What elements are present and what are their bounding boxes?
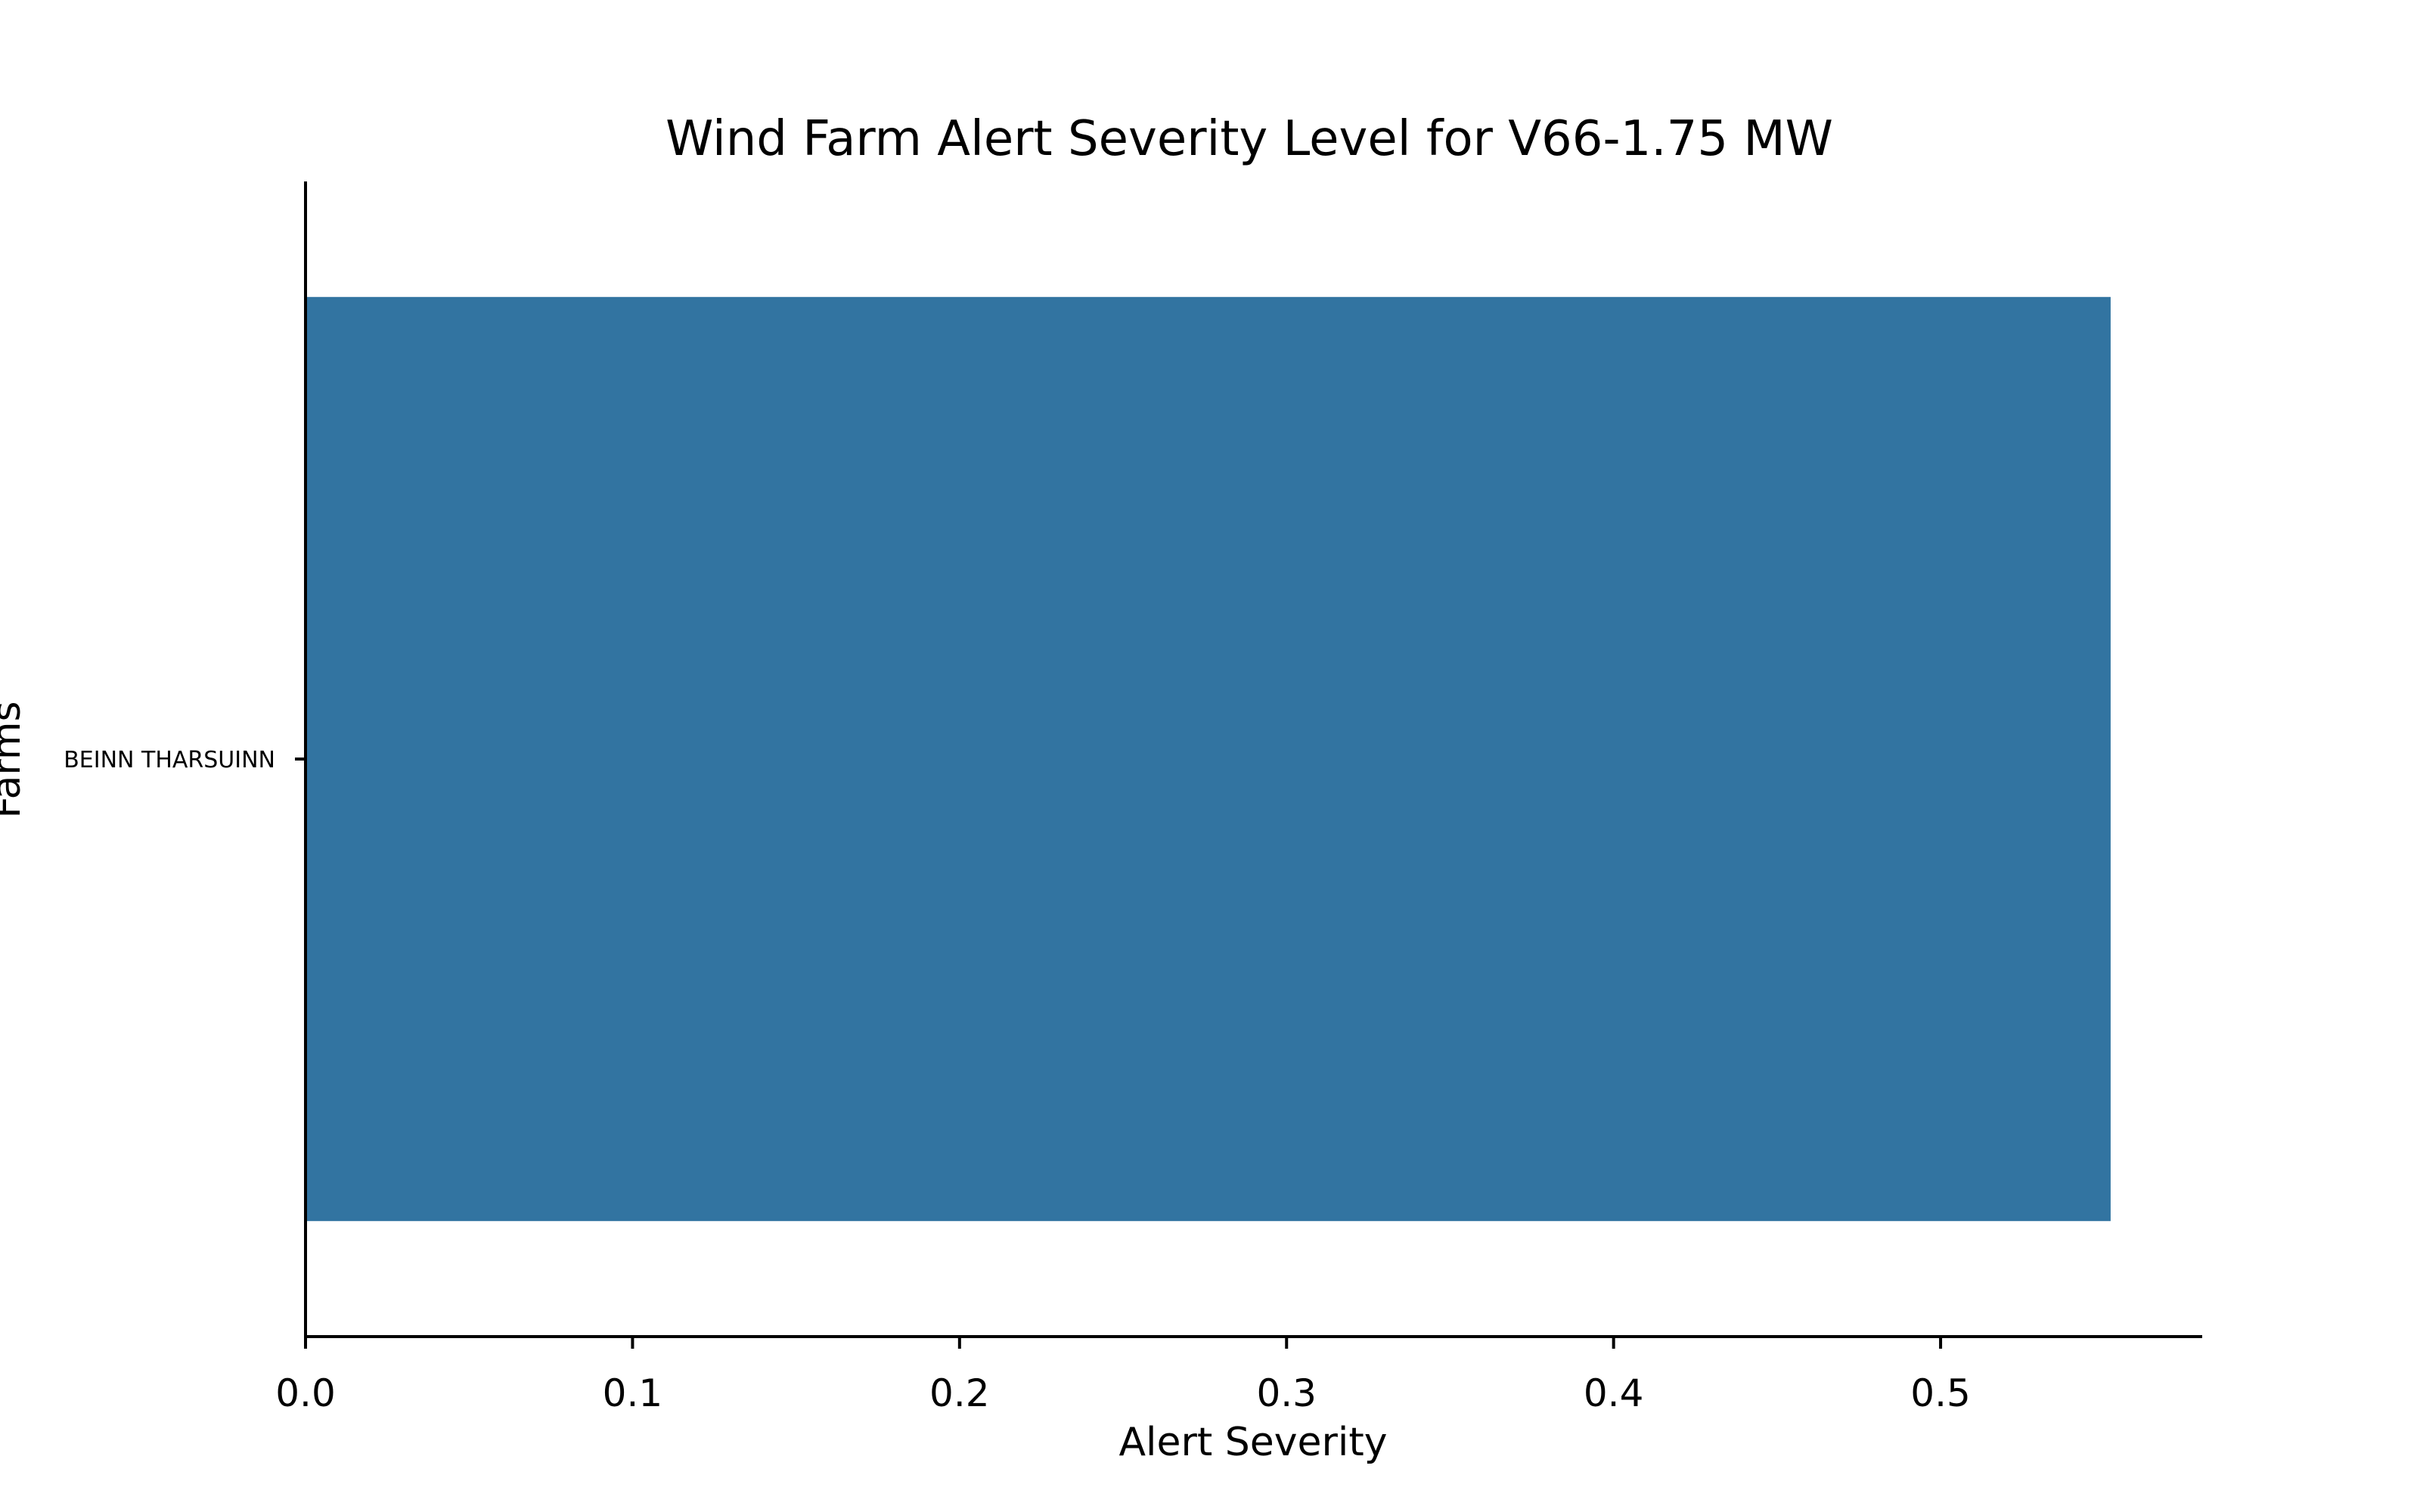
y-axis-ticks: BEINN THARSUINN (64, 747, 306, 773)
x-tick-label: 0.3 (1256, 1371, 1317, 1415)
x-tick-label: 0.1 (603, 1371, 663, 1415)
bar (306, 296, 2111, 1222)
y-axis-label: Farms (0, 701, 29, 818)
x-axis-ticks: 0.0 0.1 0.2 0.3 0.4 0.5 (275, 1337, 1971, 1415)
x-tick-label: 0.5 (1910, 1371, 1971, 1415)
x-tick-label: 0.2 (929, 1371, 990, 1415)
x-tick-label: 0.0 (275, 1371, 336, 1415)
x-tick-label: 0.4 (1584, 1371, 1644, 1415)
bars-group (306, 296, 2111, 1222)
y-tick-label: BEINN THARSUINN (64, 747, 275, 773)
chart-title: Wind Farm Alert Severity Level for V66-1… (666, 111, 1833, 167)
x-axis-label: Alert Severity (1118, 1420, 1387, 1465)
